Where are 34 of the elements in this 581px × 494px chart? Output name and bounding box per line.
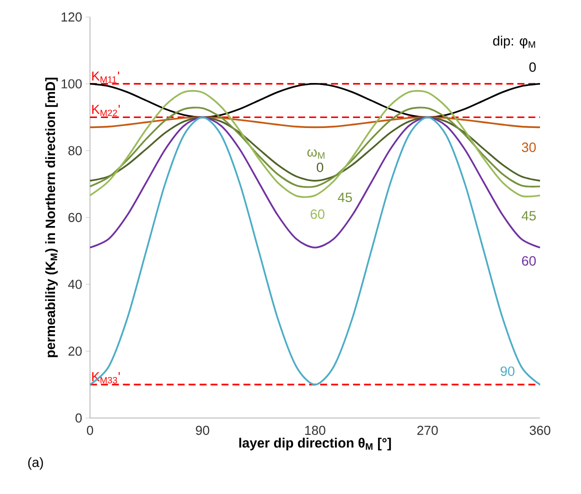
series-label: 0 [529, 62, 536, 72]
y-tick-label: 20 [68, 346, 82, 356]
text: (a) [28, 457, 43, 470]
x-tick-label: 270 [417, 426, 438, 435]
series-label: 45 [338, 192, 352, 202]
x-tick-label: 0 [86, 426, 94, 435]
line-series [89, 116, 541, 182]
y-tick-label: 120 [62, 12, 82, 22]
line-series [89, 82, 541, 118]
line-series [89, 116, 541, 128]
series-label: 0 [316, 162, 324, 172]
series-label: 30 [522, 142, 536, 152]
series-label: 90 [500, 366, 514, 376]
annotation: ω$_{M}$ [307, 149, 324, 159]
series-label: 60 [310, 209, 324, 219]
y-axis-title: permeability (K$_{M}$) in Northern direction [mD] [45, 78, 58, 358]
y-tick-label: 40 [68, 280, 82, 289]
x-tick-label: 360 [530, 426, 550, 435]
line-series [89, 106, 541, 188]
y-tick-label: 100 [62, 79, 82, 88]
ref-line-label: K$_{M11}$' [92, 72, 120, 83]
line-series [89, 116, 541, 386]
ref-line-label: K$_{M22}$' [92, 104, 120, 116]
x-axis-title: layer dip direction θ$_{M}$ [°] [239, 438, 391, 450]
annotation: dip: φ$_{M}$ [493, 36, 536, 48]
line-series [89, 116, 541, 248]
y-tick-label: 0 [76, 413, 82, 423]
x-tick-label: 180 [305, 426, 326, 435]
series-label: 60 [522, 256, 536, 266]
y-tick-label: 80 [68, 146, 82, 156]
y-tick-label: 60 [68, 212, 82, 222]
ref-line-label: K$_{M33}$' [92, 372, 120, 384]
x-tick-label: 90 [196, 426, 210, 435]
annotation: 45 [522, 211, 536, 221]
